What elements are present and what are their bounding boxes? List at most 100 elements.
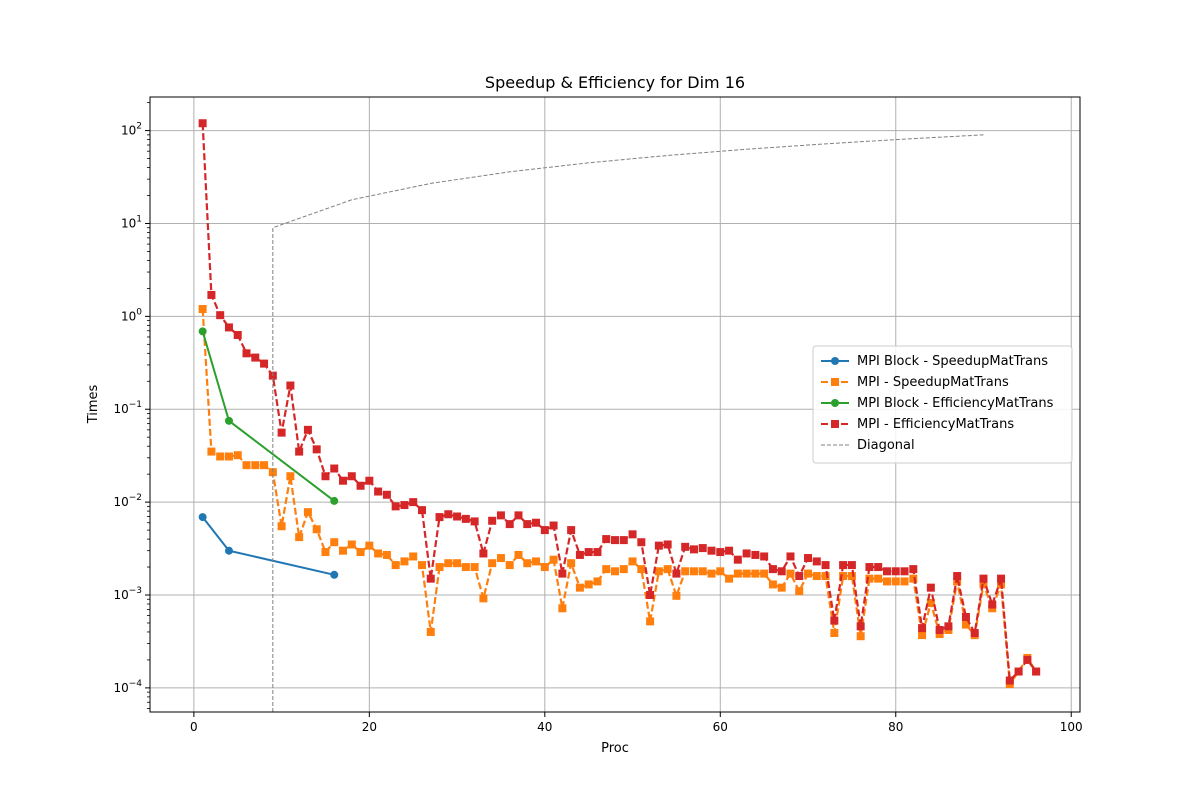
data-point — [224, 546, 233, 555]
series-diagonal — [272, 134, 984, 712]
data-point — [768, 565, 777, 574]
data-point — [768, 580, 777, 589]
chart-title: Speedup & Efficiency for Dim 16 — [485, 73, 745, 92]
x-axis: 0 20 40 60 80 100 — [190, 712, 1083, 734]
data-point — [479, 549, 488, 558]
data-point — [224, 452, 233, 461]
data-point — [233, 451, 242, 460]
legend-entry: MPI - EfficiencyMatTrans — [821, 417, 1014, 432]
data-point — [417, 561, 426, 570]
legend-entry: MPI - SpeedupMatTrans — [821, 375, 1009, 390]
series-line — [272, 134, 984, 712]
data-point — [277, 428, 286, 437]
data-point — [479, 594, 488, 603]
data-point — [891, 567, 900, 576]
data-point — [198, 513, 207, 522]
data-point — [224, 323, 233, 332]
data-point — [198, 119, 207, 128]
data-point — [374, 487, 383, 496]
data-point — [330, 538, 339, 547]
data-point — [707, 546, 716, 555]
data-point — [882, 577, 891, 586]
data-point — [821, 572, 830, 581]
x-tick-label: 0 — [190, 720, 198, 734]
legend-entry: MPI Block - SpeedupMatTrans — [821, 354, 1048, 369]
data-point — [725, 546, 734, 555]
data-point — [444, 510, 453, 519]
plot-area — [198, 119, 1041, 712]
series-mpi-efficiencymattrans — [198, 119, 1041, 685]
data-point — [611, 536, 619, 545]
y-tick-label: 10−4 — [113, 679, 142, 695]
data-point — [303, 508, 312, 517]
data-point — [295, 447, 304, 456]
data-point — [751, 550, 760, 559]
data-point — [812, 557, 821, 566]
data-point — [461, 563, 470, 572]
data-point — [558, 604, 567, 613]
legend-marker — [831, 420, 839, 428]
data-point — [251, 353, 260, 362]
legend-label: MPI Block - EfficiencyMatTrans — [857, 396, 1054, 411]
data-point — [795, 572, 804, 581]
data-point — [891, 577, 900, 586]
y-tick-label: 10−2 — [113, 493, 142, 509]
data-point — [584, 548, 593, 557]
data-point — [435, 513, 444, 522]
data-point — [444, 559, 453, 568]
data-point — [926, 583, 935, 592]
data-point — [496, 511, 505, 520]
data-point — [733, 569, 742, 578]
legend-marker — [831, 378, 839, 386]
data-point — [654, 567, 663, 576]
data-point — [400, 557, 409, 566]
data-point — [286, 472, 295, 481]
data-point — [347, 472, 356, 481]
data-point — [523, 559, 532, 568]
data-point — [453, 559, 462, 568]
data-point — [312, 445, 321, 454]
data-point — [365, 476, 374, 485]
data-point — [795, 587, 804, 596]
data-point — [549, 521, 558, 530]
y-tick-label: 10−3 — [113, 586, 142, 602]
data-point — [698, 544, 707, 553]
legend-marker — [831, 399, 839, 407]
data-point — [567, 559, 576, 568]
data-point — [997, 574, 1006, 583]
data-point — [251, 461, 260, 470]
data-point — [505, 520, 514, 529]
data-point — [918, 624, 927, 633]
data-point — [716, 567, 725, 576]
data-point — [303, 425, 312, 434]
data-point — [339, 546, 348, 555]
data-point — [707, 569, 716, 578]
data-point — [540, 526, 549, 535]
series-line — [201, 331, 335, 502]
series-mpi-block-speedupmattrans — [198, 513, 339, 579]
data-point — [575, 583, 584, 592]
legend-label: MPI - SpeedupMatTrans — [857, 375, 1009, 390]
data-point — [628, 557, 637, 566]
x-tick-label: 80 — [888, 720, 903, 734]
data-point — [865, 563, 874, 572]
data-point — [646, 591, 655, 600]
data-point — [532, 518, 541, 527]
data-point — [514, 511, 523, 520]
data-point — [207, 447, 216, 456]
data-point — [1023, 655, 1032, 664]
data-point — [339, 476, 348, 485]
x-tick-label: 100 — [1060, 720, 1083, 734]
data-point — [926, 599, 935, 608]
data-point — [382, 490, 391, 499]
legend-label: Diagonal — [857, 438, 915, 453]
data-point — [874, 563, 883, 572]
data-point — [681, 542, 690, 551]
data-point — [786, 569, 795, 578]
data-point — [207, 290, 216, 299]
data-point — [882, 567, 891, 576]
data-point — [575, 550, 584, 559]
data-point — [602, 565, 611, 574]
data-point — [470, 563, 479, 572]
data-point — [496, 554, 505, 563]
